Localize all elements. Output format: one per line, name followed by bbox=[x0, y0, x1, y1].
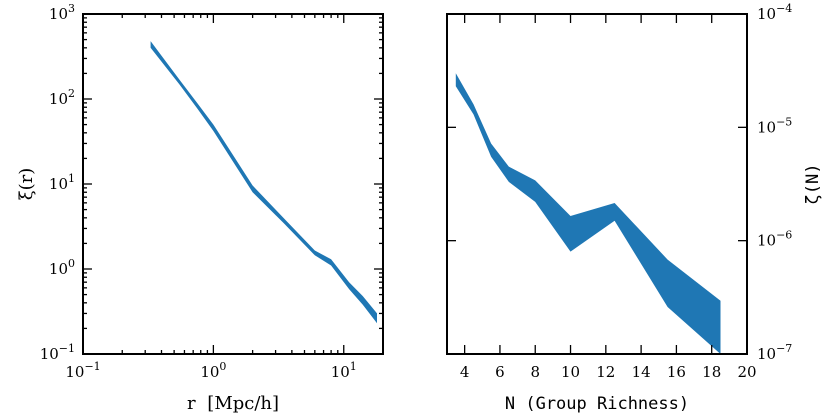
y-tick-label-mantissa: 10 bbox=[49, 5, 68, 23]
x-tick-label: 101 bbox=[331, 360, 357, 381]
y-tick-label: 100 bbox=[49, 257, 75, 278]
y-tick-label-exponent: −5 bbox=[776, 115, 792, 128]
left-plot-frame bbox=[82, 13, 384, 355]
xi-r-confidence-band bbox=[150, 41, 377, 324]
left-x-axis-label-unit: [Mpc/h] bbox=[207, 393, 279, 414]
y-tick-label-mantissa: 10 bbox=[757, 232, 776, 250]
x-tick-label-mantissa: 10 bbox=[65, 363, 84, 381]
right-x-axis-label: N (Group Richness) bbox=[505, 394, 689, 414]
y-tick-label: 10−1 bbox=[40, 342, 75, 363]
x-tick-label-mantissa: 10 bbox=[200, 363, 219, 381]
x-tick-label: 10 bbox=[561, 363, 580, 381]
x-tick-label: 14 bbox=[632, 363, 651, 381]
y-tick-label-exponent: 0 bbox=[68, 257, 75, 270]
y-tick-label: 10−6 bbox=[757, 229, 792, 250]
right-ticks bbox=[447, 13, 748, 355]
x-tick-label: 100 bbox=[200, 360, 226, 381]
x-tick-label-exponent: −1 bbox=[84, 360, 100, 373]
y-tick-label-exponent: −6 bbox=[776, 229, 792, 242]
y-tick-label-exponent: −1 bbox=[59, 342, 75, 355]
x-tick-label: 16 bbox=[667, 363, 686, 381]
y-tick-label-mantissa: 10 bbox=[757, 118, 776, 136]
y-tick-label-exponent: 1 bbox=[68, 172, 75, 185]
x-tick-label: 10−1 bbox=[65, 360, 100, 381]
left-ticks bbox=[82, 13, 384, 355]
right-y-axis-label: ζ(N) bbox=[803, 164, 823, 205]
zeta-n-confidence-band bbox=[455, 73, 721, 355]
x-tick-label-mantissa: 10 bbox=[331, 363, 350, 381]
y-tick-label: 103 bbox=[49, 2, 75, 23]
y-tick-label-mantissa: 10 bbox=[49, 260, 68, 278]
x-tick-label-exponent: 0 bbox=[219, 360, 226, 373]
x-tick-label: 20 bbox=[737, 363, 756, 381]
y-tick-label: 102 bbox=[49, 87, 75, 108]
y-tick-label: 10−5 bbox=[757, 115, 792, 136]
y-tick-label-exponent: 3 bbox=[68, 2, 75, 15]
y-tick-label-exponent: −4 bbox=[776, 2, 792, 15]
left-y-axis-label: ξ(r) bbox=[16, 168, 37, 201]
y-tick-label-mantissa: 10 bbox=[40, 345, 59, 363]
y-tick-label-exponent: −7 bbox=[776, 342, 792, 355]
x-tick-label: 6 bbox=[495, 363, 505, 381]
y-tick-label: 10−4 bbox=[757, 2, 792, 23]
right-plot-frame bbox=[446, 13, 748, 355]
x-tick-label: 18 bbox=[702, 363, 721, 381]
y-tick-label-mantissa: 10 bbox=[49, 90, 68, 108]
x-tick-label: 12 bbox=[596, 363, 615, 381]
y-tick-label: 10−7 bbox=[757, 342, 792, 363]
left-x-axis-label-main: r bbox=[187, 393, 196, 414]
x-tick-label: 8 bbox=[530, 363, 540, 381]
x-tick-label-exponent: 1 bbox=[350, 360, 357, 373]
y-tick-label-exponent: 2 bbox=[68, 87, 75, 100]
y-tick-label: 101 bbox=[49, 172, 75, 193]
x-tick-label: 4 bbox=[460, 363, 470, 381]
y-tick-label-mantissa: 10 bbox=[49, 175, 68, 193]
y-tick-label-mantissa: 10 bbox=[757, 345, 776, 363]
y-tick-label-mantissa: 10 bbox=[757, 5, 776, 23]
left-x-axis-label: r [Mpc/h] bbox=[187, 393, 279, 414]
